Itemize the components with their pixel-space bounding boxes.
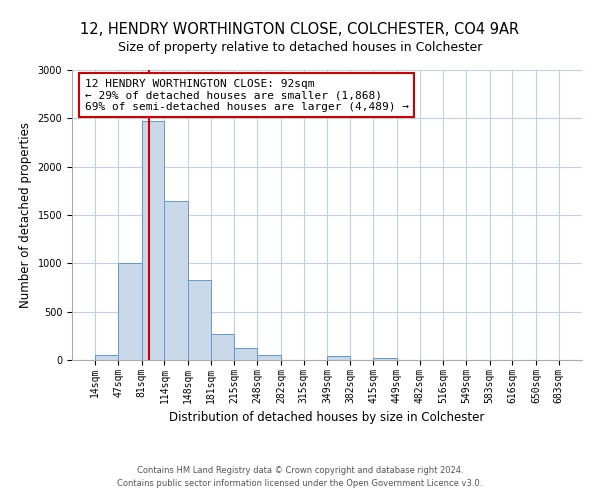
Bar xyxy=(118,264,142,360)
Bar xyxy=(211,334,235,360)
Bar xyxy=(328,356,350,360)
Bar xyxy=(235,348,257,360)
Bar xyxy=(164,200,188,360)
Bar xyxy=(188,280,211,360)
Bar xyxy=(142,121,164,360)
Y-axis label: Number of detached properties: Number of detached properties xyxy=(19,122,32,308)
Bar xyxy=(95,355,118,360)
Text: 12 HENDRY WORTHINGTON CLOSE: 92sqm
← 29% of detached houses are smaller (1,868)
: 12 HENDRY WORTHINGTON CLOSE: 92sqm ← 29%… xyxy=(85,78,409,112)
X-axis label: Distribution of detached houses by size in Colchester: Distribution of detached houses by size … xyxy=(169,411,485,424)
Text: Contains HM Land Registry data © Crown copyright and database right 2024.
Contai: Contains HM Land Registry data © Crown c… xyxy=(118,466,482,487)
Bar xyxy=(373,358,397,360)
Text: Size of property relative to detached houses in Colchester: Size of property relative to detached ho… xyxy=(118,41,482,54)
Bar xyxy=(257,355,281,360)
Text: 12, HENDRY WORTHINGTON CLOSE, COLCHESTER, CO4 9AR: 12, HENDRY WORTHINGTON CLOSE, COLCHESTER… xyxy=(80,22,520,38)
